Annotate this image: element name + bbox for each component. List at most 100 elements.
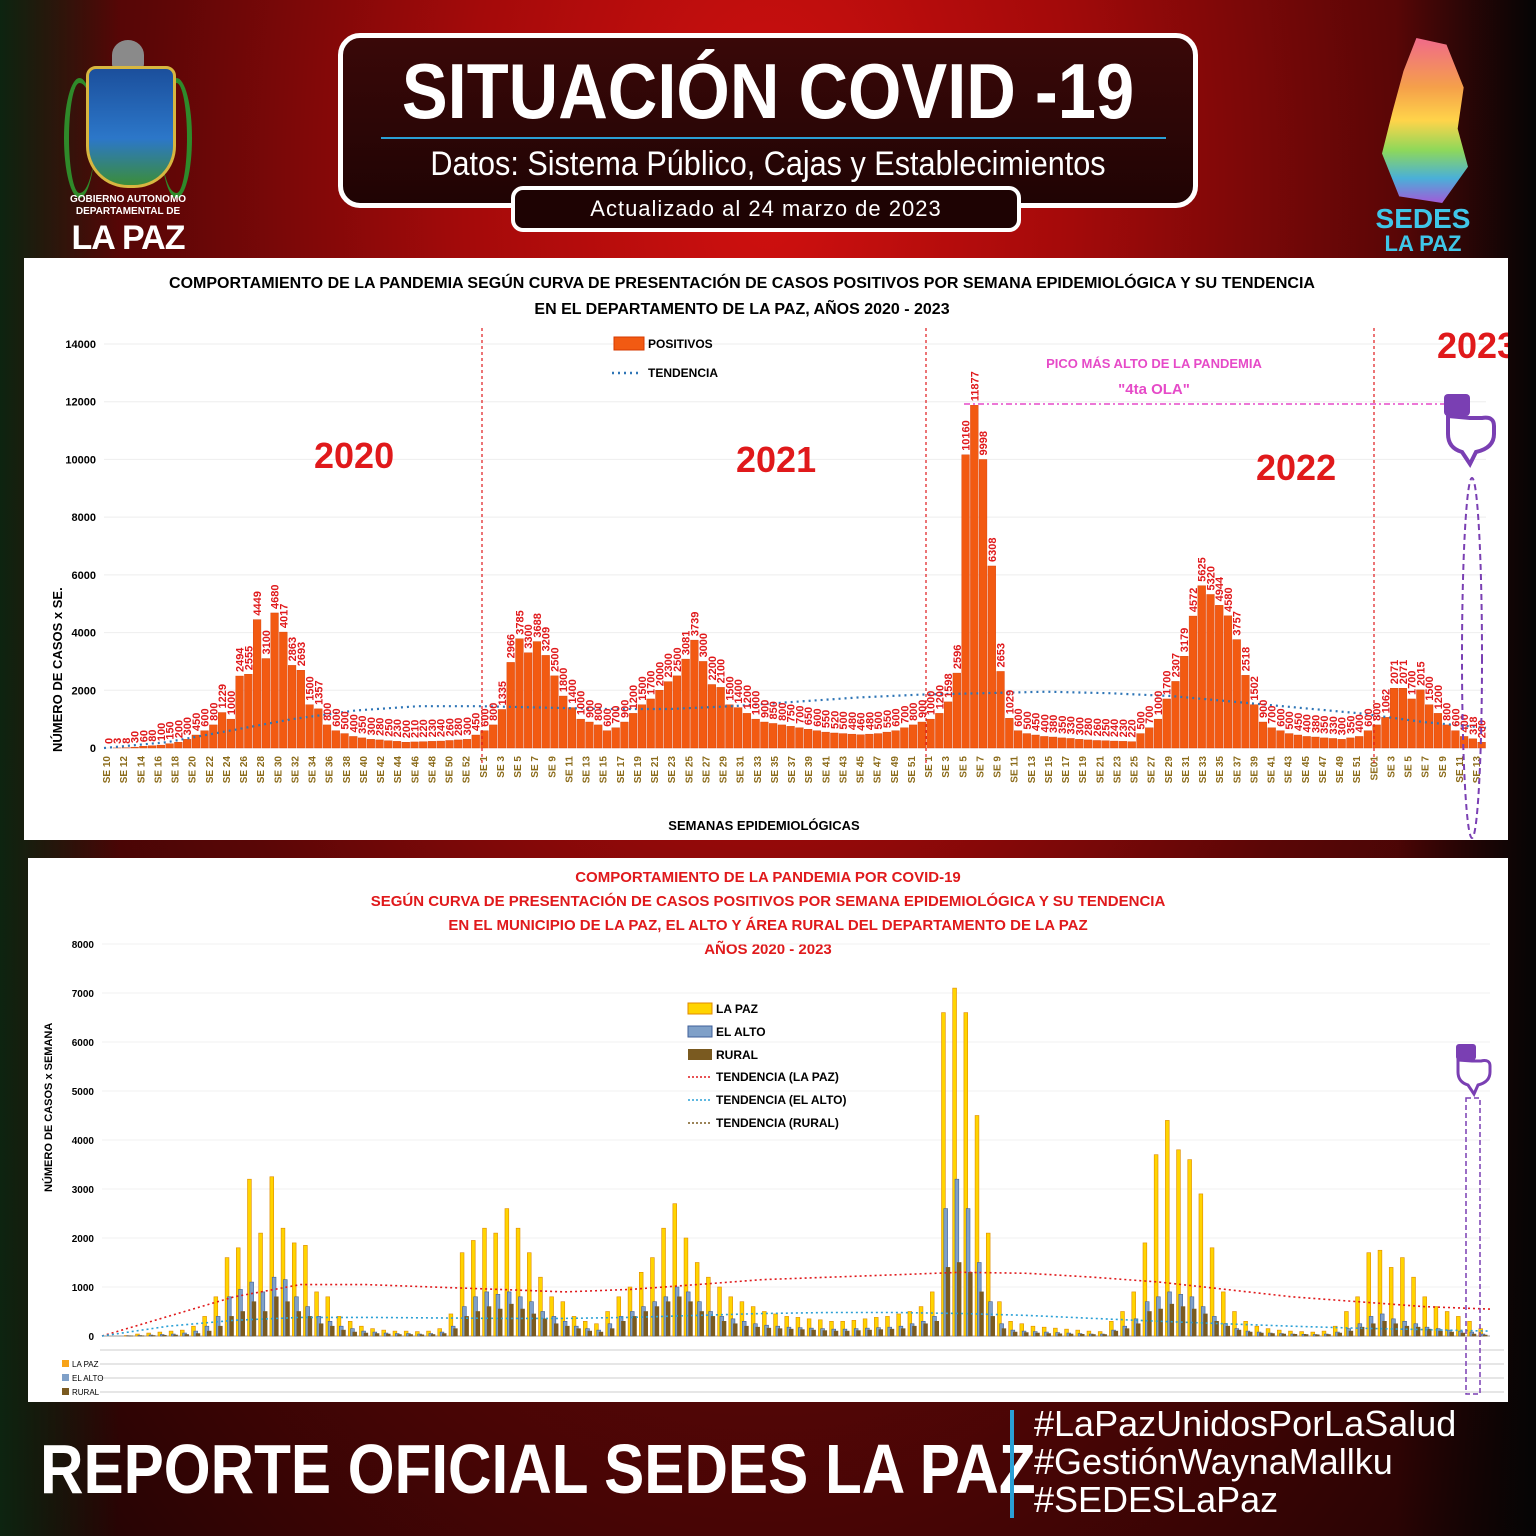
- chart1-xtick-label: SE 22: [205, 756, 216, 784]
- chart1-xtick-label: SE 31: [1181, 756, 1192, 784]
- chart2-bar-lapaz: [806, 1318, 812, 1337]
- chart2-bar-rural: [609, 1328, 615, 1337]
- chart1-data-label: 200: [173, 720, 185, 738]
- legend-rural-label: RURAL: [716, 1048, 758, 1062]
- legend-positivos-swatch: [613, 336, 645, 351]
- chart2-bar-lapaz: [1467, 1320, 1472, 1337]
- chart1-data-label: 3688: [532, 613, 544, 637]
- chart1-data-label: 2307: [1170, 653, 1182, 677]
- chart1-data-label: 2071: [1398, 660, 1410, 684]
- chart1-bar: [769, 723, 778, 749]
- chart1-data-label: 700: [1144, 705, 1156, 723]
- chart1-bar: [926, 718, 935, 749]
- chart1-ylabel: NÚMERO DE CASOS x SE.: [50, 587, 65, 752]
- chart2-bar-rural: [1326, 1334, 1331, 1337]
- chart2-bar-rural: [576, 1328, 581, 1337]
- chart1-data-label: 2100: [716, 659, 728, 683]
- chart1-xtick-label: SE 19: [1078, 756, 1089, 784]
- chart1-data-label: 260: [1092, 718, 1104, 736]
- chart1-data-label: 900: [1258, 700, 1270, 718]
- chart1-bar: [1468, 738, 1477, 749]
- chart1-bar: [874, 733, 883, 749]
- chart1-xtick-label: SE 42: [376, 756, 387, 784]
- chart2-bar-rural: [531, 1313, 537, 1337]
- chart1-bar: [1346, 737, 1355, 749]
- chart1-xtick-label: SE 51: [1352, 756, 1363, 784]
- chart2-ylabel: NÚMERO DE CASOS x SEMANA: [42, 1023, 55, 1192]
- chart1-data-label: 230: [427, 719, 439, 737]
- chart2-bar-rural: [1483, 1334, 1488, 1337]
- chart2-ytick-label: 7000: [72, 989, 95, 1000]
- chart1-xtick-label: SE 41: [821, 756, 832, 784]
- chart1-bar: [1276, 730, 1285, 749]
- chart2-ytick-label: 5000: [72, 1087, 95, 1098]
- chart1-data-label: 200: [401, 720, 413, 738]
- chart1-bar: [795, 727, 804, 749]
- chart2-bar-lapaz: [1165, 1120, 1170, 1337]
- chart1-xtick-label: SE 39: [1249, 756, 1260, 784]
- chart1-bar: [489, 724, 498, 749]
- chart1-bar: [943, 701, 953, 749]
- chart2-bar-lapaz: [795, 1317, 801, 1337]
- chart1-bar: [322, 724, 332, 749]
- chart1-xtick-label: SE 29: [719, 756, 730, 784]
- chart2-bar-rural: [1270, 1333, 1275, 1337]
- chart1-data-label: 500: [873, 711, 885, 729]
- chart1-data-label: 9998: [978, 431, 990, 455]
- chart1-bar: [1110, 740, 1119, 749]
- chart2-bar-rural: [889, 1328, 895, 1337]
- chart2-bar-rural: [554, 1323, 559, 1337]
- chart1-xtick-label: SE 27: [701, 756, 712, 784]
- chart1-bar: [401, 742, 410, 749]
- chart1-data-label: 350: [1345, 716, 1357, 734]
- chart2-bar-lapaz: [1433, 1306, 1439, 1337]
- chart2-bar-rural: [710, 1316, 716, 1337]
- chart1-data-label: 240: [1109, 719, 1121, 737]
- chart1-bar: [1241, 675, 1250, 749]
- chart2-bar-rural: [1158, 1308, 1163, 1337]
- table-row-rural: RURAL: [72, 1388, 100, 1397]
- chart1-bar: [559, 695, 568, 749]
- chart1-data-label: 480: [864, 712, 876, 730]
- chart2-bar-lapaz: [1187, 1159, 1192, 1337]
- chart1-ytick-label: 0: [90, 743, 96, 755]
- chart1-bar: [1363, 730, 1372, 749]
- chart1-data-label: 500: [1284, 711, 1296, 729]
- chart1-bar: [777, 724, 786, 749]
- chart1-data-label: 480: [847, 712, 859, 730]
- chart1-bar: [1320, 737, 1329, 749]
- chart2-bar-rural: [1012, 1331, 1018, 1337]
- chart2-bar-rural: [1348, 1330, 1354, 1337]
- legend-lapaz-swatch: [687, 1002, 713, 1015]
- chart1-xtick-label: SE 20: [188, 756, 199, 784]
- chart2-bar-lapaz: [515, 1227, 521, 1337]
- chart1-title-line-2: EN EL DEPARTAMENTO DE LA PAZ, AÑOS 2020 …: [534, 298, 949, 318]
- chart2-bar-rural: [665, 1301, 671, 1337]
- chart1-bar: [594, 724, 603, 749]
- chart1-bar: [130, 746, 139, 749]
- chart1-data-label: 1062: [1380, 689, 1392, 713]
- chart1-data-label: 500: [838, 711, 850, 729]
- chart2-bar-rural: [162, 1334, 167, 1337]
- chart1-bar: [471, 734, 480, 749]
- chart1-data-label: 450: [1293, 713, 1305, 731]
- chart1-ytick-label: 14000: [65, 339, 96, 351]
- chart2-bar-rural: [1225, 1325, 1231, 1337]
- chart1-data-label: 240: [436, 719, 448, 737]
- chart1-ytick-label: 12000: [65, 397, 96, 409]
- chart1-data-label: 1800: [558, 668, 570, 692]
- chart1-data-label: 700: [1267, 705, 1279, 723]
- chart1-data-label: 800: [322, 703, 334, 721]
- chart1-bar: [681, 658, 690, 749]
- chart2-bar-rural: [1337, 1332, 1342, 1337]
- chart1-xtick-label: SE 44: [393, 756, 404, 784]
- chart1-bar: [1451, 730, 1460, 749]
- legend-trend-lapaz-label: TENDENCIA (LA PAZ): [716, 1070, 839, 1084]
- chart1-bar: [602, 730, 612, 749]
- chart2-bar-rural: [923, 1323, 928, 1337]
- chart1-bar: [427, 741, 437, 749]
- chart1-data-label: 1700: [1407, 670, 1419, 694]
- chart1-bar: [1433, 713, 1442, 749]
- chart1-bar: [1206, 594, 1215, 749]
- chart1-data-label: 3081: [681, 631, 693, 655]
